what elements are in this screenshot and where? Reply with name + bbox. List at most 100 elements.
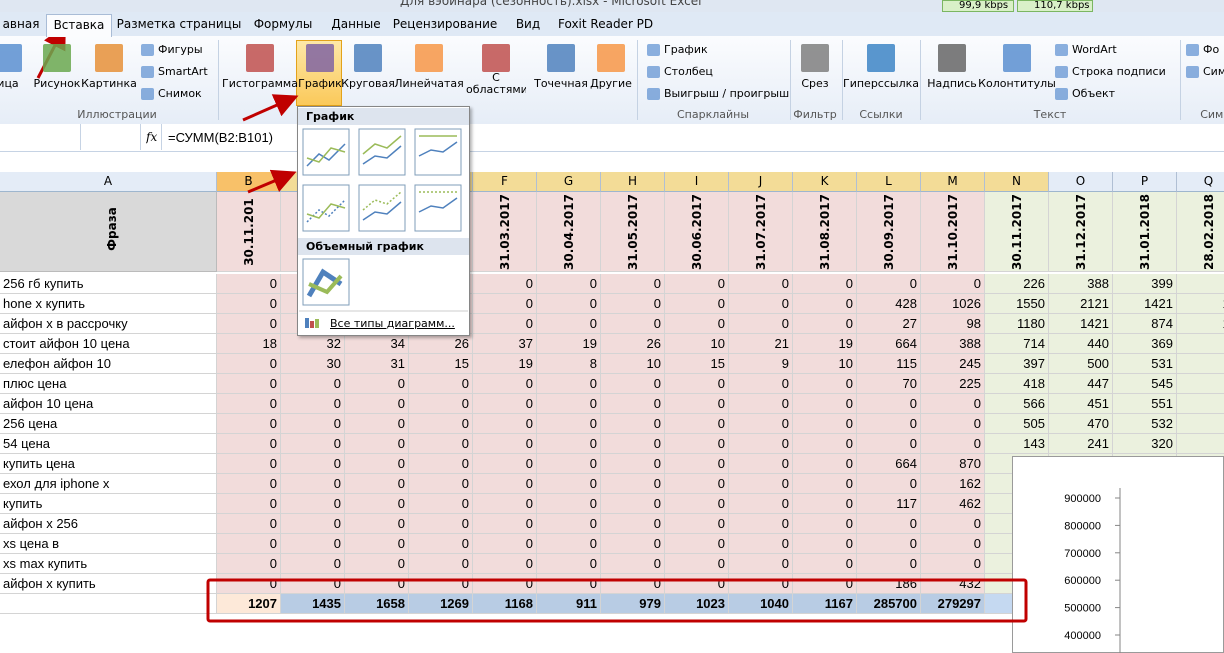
dropdown-icons (299, 128, 468, 328)
cell: 0 (217, 414, 281, 434)
header-cell: 31.10.2017 (921, 192, 985, 272)
cell: 19 (473, 354, 537, 374)
ribbon-small-button[interactable]: Выигрыш / проигрыш (664, 87, 790, 100)
cell: 0 (473, 534, 537, 554)
cell: 0 (793, 394, 857, 414)
cell: 0 (793, 294, 857, 314)
ribbon-small-button[interactable]: Строка подписи (1072, 65, 1166, 78)
stacked-marker-option[interactable] (358, 184, 406, 232)
fx-button[interactable]: fx (146, 130, 158, 144)
ribbon-tab[interactable]: Формулы (253, 17, 313, 31)
ribbon-tab[interactable]: Foxit Reader PDF (558, 17, 654, 31)
name-box[interactable] (0, 124, 81, 150)
cell: 505 (985, 414, 1049, 434)
ribbon-icon (801, 44, 829, 72)
cell: 226 (985, 274, 1049, 294)
cell: 1180 (985, 314, 1049, 334)
ribbon-icon (867, 44, 895, 72)
cell: 4 (1177, 374, 1224, 394)
ribbon-button[interactable]: Точечная (534, 78, 588, 90)
cell: 0 (281, 554, 345, 574)
cell: плюс цена (0, 374, 217, 394)
ribbon-tab[interactable]: Данные (331, 17, 381, 31)
cell: 0 (345, 554, 409, 574)
ribbon-icon (141, 66, 154, 78)
embedded-chart[interactable] (1012, 456, 1224, 653)
cell: 26 (409, 334, 473, 354)
stacked-line-option[interactable] (358, 128, 406, 176)
ribbon-group-label: Фильтр (793, 108, 837, 121)
ribbon-small-button[interactable]: SmartArt (158, 65, 208, 78)
ribbon-button[interactable]: График (298, 78, 342, 90)
ribbon-small-button[interactable]: Фигуры (158, 43, 203, 56)
cell: 256 гб купить (0, 274, 217, 294)
cell: 0 (793, 474, 857, 494)
cell: 0 (729, 294, 793, 314)
ribbon-icon (547, 44, 575, 72)
ribbon-small-button[interactable]: WordArt (1072, 43, 1117, 56)
ribbon-button[interactable]: Надпись (927, 78, 977, 90)
header-cell: 30.04.2017 (537, 192, 601, 272)
all-chart-types[interactable]: Все типы диаграмм... (330, 317, 455, 330)
cell: 0 (793, 434, 857, 454)
ribbon-button[interactable]: С областями (466, 72, 526, 96)
ribbon-button[interactable]: Картинка (81, 78, 137, 90)
ribbon-small-button[interactable]: Фо (1203, 43, 1220, 56)
cell: 0 (473, 294, 537, 314)
cell: 0 (665, 554, 729, 574)
cell: айфон х 256 (0, 514, 217, 534)
ribbon-button[interactable]: Другие (590, 78, 632, 90)
ribbon-button[interactable]: Гиперссылка (843, 78, 919, 90)
ribbon-button[interactable]: Гистограмма (222, 78, 298, 90)
ribbon-icon (1186, 66, 1199, 78)
ribbon-small-button[interactable]: График (664, 43, 708, 56)
ribbon-button[interactable]: Рисунок (33, 78, 81, 90)
ribbon-tab[interactable]: Вставка (46, 14, 112, 37)
column-header: P (1113, 172, 1177, 192)
ribbon-icon (0, 44, 22, 72)
cell: 0 (921, 434, 985, 454)
cell: 0 (409, 454, 473, 474)
ribbon-button[interactable]: Круговая (341, 78, 395, 90)
ribbon-tab[interactable]: Рецензирование (392, 17, 498, 31)
ribbon-tab[interactable]: Разметка страницы (116, 17, 242, 31)
header-cell: 31.01.2018 (1113, 192, 1177, 272)
formula-text[interactable]: =СУММ(B2:B101) (168, 130, 273, 145)
cell: 0 (857, 434, 921, 454)
cell: елефон айфон 10 (0, 354, 217, 374)
cell: 0 (537, 294, 601, 314)
cell: 0 (217, 394, 281, 414)
ribbon-tab[interactable]: Вид (515, 17, 541, 31)
ribbon-group-label: Спарклайны (676, 108, 750, 121)
cell: 0 (793, 414, 857, 434)
header-cell: 30.11.201 (217, 192, 281, 272)
ribbon-small-button[interactable]: Снимок (158, 87, 202, 100)
cell: 0 (665, 294, 729, 314)
cell: 870 (921, 454, 985, 474)
cell: 9 (729, 354, 793, 374)
ribbon-button[interactable]: ица (0, 78, 19, 90)
cell: 98 (921, 314, 985, 334)
cell: 0 (601, 454, 665, 474)
ribbon-tab[interactable]: авная (2, 17, 40, 31)
line-chart-option[interactable] (302, 128, 350, 176)
ribbon-small-button[interactable]: Столбец (664, 65, 713, 78)
cell: 399 (1113, 274, 1177, 294)
cell: 0 (537, 554, 601, 574)
cell: 2 (1177, 434, 1224, 454)
cell: 0 (665, 474, 729, 494)
cell: купить (0, 494, 217, 514)
cell: 0 (217, 314, 281, 334)
ribbon-small-button[interactable]: Объект (1072, 87, 1116, 100)
ribbon-small-button[interactable]: Сим (1203, 65, 1224, 78)
cell: 0 (409, 374, 473, 394)
percent-marker-option[interactable] (414, 184, 462, 232)
ribbon-button[interactable]: Линейчатая (394, 78, 464, 90)
cell: 0 (409, 414, 473, 434)
cell: 0 (345, 474, 409, 494)
ribbon-button[interactable]: Колонтитулы (978, 78, 1056, 90)
ribbon-button[interactable]: Срез (801, 78, 829, 90)
cell: 0 (665, 414, 729, 434)
cell: айфон х в рассрочку (0, 314, 217, 334)
marker-line-option[interactable] (302, 184, 350, 232)
